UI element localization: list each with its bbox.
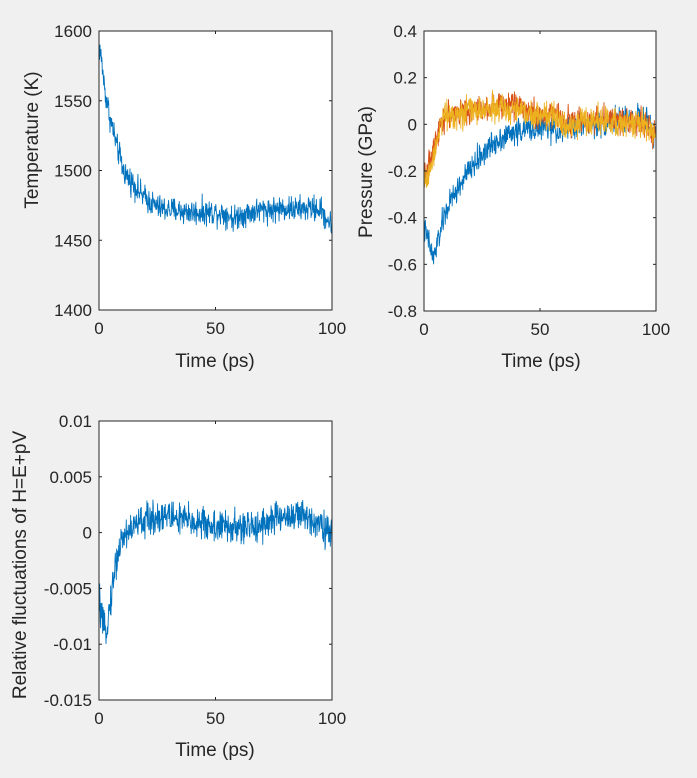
enthalpy-fluctuation-plot-area <box>99 421 332 700</box>
enthalpy-fluctuation-plot: Time (ps) Relative fluctuations of H=E+p… <box>10 412 346 761</box>
temperature-plot-xtick-label: 50 <box>206 319 225 338</box>
temperature-plot-ytick-label: 1400 <box>54 301 92 320</box>
temperature-plot-ylabel: Temperature (K) <box>22 71 43 208</box>
pressure-plot-xtick-label: 50 <box>531 320 550 339</box>
pressure-plot-ytick-label: 0 <box>408 115 417 134</box>
enthalpy-fluctuation-plot-ytick-label: -0.005 <box>44 579 92 598</box>
temperature-plot-xtick-label: 100 <box>318 319 346 338</box>
pressure-plot-ytick-label: -0.4 <box>388 209 417 228</box>
temperature-plot-ytick-label: 1450 <box>54 231 92 250</box>
pressure-plot-xlabel: Time (ps) <box>501 351 581 372</box>
temperature-plot: Time (ps) Temperature (K) 0 50 100 1400 1450… <box>22 22 346 372</box>
temperature-plot-xtick-label: 0 <box>94 319 103 338</box>
enthalpy-fluctuation-plot-ytick-label: 0.005 <box>49 468 92 487</box>
enthalpy-fluctuation-plot-ytick-label: 0 <box>83 524 92 543</box>
temperature-plot-xlabel: Time (ps) <box>175 351 255 372</box>
enthalpy-fluctuation-plot-series-1-line <box>99 499 332 645</box>
pressure-plot-series-3-line <box>424 89 656 188</box>
temperature-plot-area <box>99 31 332 310</box>
temperature-plot-series-1-line <box>99 42 332 234</box>
pressure-plot-xtick-label: 0 <box>419 320 428 339</box>
pressure-plot-ytick-label: -0.6 <box>388 255 417 274</box>
pressure-plot-ytick-label: -0.8 <box>388 302 417 321</box>
enthalpy-fluctuation-plot-xtick-label: 50 <box>206 709 225 728</box>
enthalpy-fluctuation-plot-xtick-label: 100 <box>318 709 346 728</box>
temperature-plot-ytick-label: 1550 <box>54 92 92 111</box>
enthalpy-fluctuation-plot-xtick-label: 0 <box>94 709 103 728</box>
temperature-plot-ytick-label: 1500 <box>54 162 92 181</box>
pressure-plot-ylabel: Pressure (GPa) <box>356 106 377 238</box>
pressure-plot-xtick-label: 100 <box>642 320 670 339</box>
enthalpy-fluctuation-plot-ytick-label: -0.015 <box>44 691 92 710</box>
pressure-plot: Time (ps) Pressure (GPa) 0 50 100 -0.8 -0.6 -… <box>356 22 670 372</box>
pressure-plot-area <box>424 31 656 311</box>
pressure-plot-ytick-label: -0.2 <box>388 162 417 181</box>
pressure-plot-ytick-label: 0.4 <box>393 22 417 41</box>
enthalpy-fluctuation-plot-xlabel: Time (ps) <box>175 740 255 761</box>
enthalpy-fluctuation-plot-ytick-label: -0.01 <box>53 635 92 654</box>
enthalpy-fluctuation-plot-ylabel: Relative fluctuations of H=E+pV <box>10 431 31 700</box>
enthalpy-fluctuation-plot-ytick-label: 0.01 <box>59 412 92 431</box>
temperature-plot-ytick-label: 1600 <box>54 22 92 41</box>
pressure-plot-ytick-label: 0.2 <box>393 69 417 88</box>
